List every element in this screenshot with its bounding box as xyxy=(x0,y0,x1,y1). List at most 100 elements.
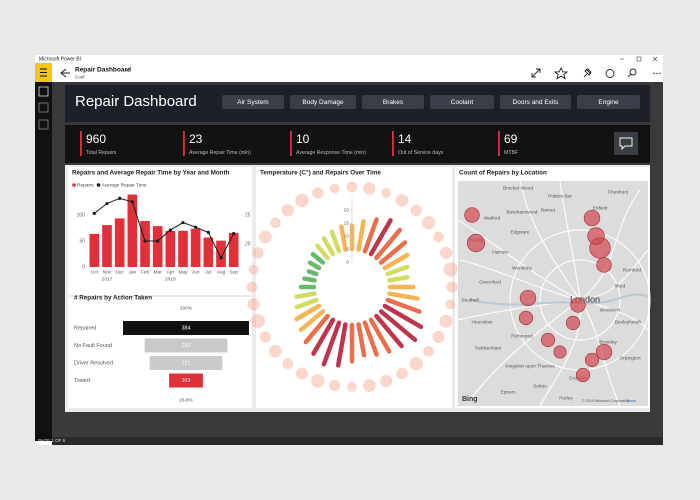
funnel-bar xyxy=(149,356,223,370)
radial-tick-label: 10 xyxy=(344,233,350,239)
kpi-accent xyxy=(392,131,394,156)
filter-button[interactable] xyxy=(500,95,571,109)
repair-bubble xyxy=(281,204,294,217)
map-place-label: Sutton xyxy=(533,383,547,389)
radial-tick-label: 0 xyxy=(346,259,349,265)
map-bubble[interactable] xyxy=(587,227,605,245)
nav-workspaces[interactable] xyxy=(38,119,49,130)
comment-button[interactable] xyxy=(614,132,638,155)
back-button[interactable] xyxy=(60,68,70,78)
nav-reports[interactable] xyxy=(38,102,49,113)
temperature-spike xyxy=(321,236,336,257)
map-bubble[interactable] xyxy=(595,343,613,361)
toolbar-icons xyxy=(531,66,637,80)
repair-bubble xyxy=(446,281,458,293)
bar xyxy=(216,240,226,267)
funnel-category: Driver Resolved xyxy=(74,360,113,366)
map-bubble[interactable] xyxy=(596,257,612,273)
tile-radial[interactable] xyxy=(256,167,452,408)
map-bubble[interactable] xyxy=(519,289,537,307)
radial-tick-label: 5 xyxy=(346,246,349,252)
line-point xyxy=(105,201,109,206)
map-bubble[interactable] xyxy=(466,233,486,253)
map-place-label: Hounslow xyxy=(471,319,493,325)
temperature-spike xyxy=(294,297,319,310)
repair-bubble xyxy=(363,182,376,195)
dashboard-title: Repair Dashboard xyxy=(75,93,197,110)
map-bubble[interactable] xyxy=(584,352,600,368)
line-point xyxy=(232,231,236,236)
map-bubble[interactable] xyxy=(570,297,586,313)
repair-bubble xyxy=(362,379,376,392)
map-bubble[interactable] xyxy=(565,315,581,331)
search-button[interactable] xyxy=(629,68,637,76)
chart-title: Repairs and Average Repair Time by Year … xyxy=(72,170,230,177)
y2-tick-label: 25 xyxy=(245,212,251,218)
temperature-spike xyxy=(374,313,404,349)
map-bubble[interactable] xyxy=(518,310,534,326)
y-tick-label: 100 xyxy=(77,213,86,219)
map-bubble[interactable] xyxy=(583,209,601,227)
toolbar-title[interactable]: Repair Dashboard xyxy=(75,67,131,74)
filter-button-label: Coolant xyxy=(451,99,474,106)
close[interactable] xyxy=(652,56,658,62)
map-place-label: Twickenham xyxy=(475,345,502,351)
map-place-label: Greenford xyxy=(479,279,501,285)
map-bubble[interactable] xyxy=(553,345,567,359)
map-terms[interactable]: Terms xyxy=(626,399,636,403)
bar xyxy=(114,218,125,267)
funnel-value: 384 xyxy=(182,325,191,331)
funnel-category: No Fault Found xyxy=(74,343,112,349)
repair-bubble xyxy=(380,374,393,388)
map-place-label: Potters Bar xyxy=(548,193,572,199)
bar xyxy=(190,228,201,267)
favorite-button[interactable] xyxy=(553,66,569,80)
repair-bubble xyxy=(311,374,325,388)
repair-bubble xyxy=(252,247,264,259)
map-bubble[interactable] xyxy=(575,367,591,383)
temperature-spike xyxy=(311,317,336,356)
nav-dashboards[interactable] xyxy=(38,86,49,97)
map-place-label: Barnet xyxy=(541,207,556,213)
filter-button[interactable] xyxy=(430,95,494,109)
temperature-spike xyxy=(339,224,348,252)
kpi-value: 14 xyxy=(398,132,412,146)
page-indicator: PAGE 1 OF 6 xyxy=(38,438,66,443)
filter-button-label: Air System xyxy=(237,99,268,106)
repair-bubble xyxy=(439,246,453,259)
x-tick-label: Oct xyxy=(91,269,99,275)
pin-button[interactable] xyxy=(583,68,592,78)
map-place-label: London xyxy=(570,294,600,304)
map-bubble[interactable] xyxy=(540,332,556,348)
repair-bubble xyxy=(259,331,272,343)
toolbar-subtitle: Conf xyxy=(75,75,85,80)
kpi-label: Average Repair Time (min) xyxy=(189,150,251,156)
kpi-accent xyxy=(290,131,292,156)
radial-tick-label: 15 xyxy=(344,220,350,226)
kpi-label: Out of Service days xyxy=(398,150,444,156)
repair-bubble xyxy=(423,345,434,357)
maximize[interactable] xyxy=(636,56,642,62)
repair-bubble xyxy=(295,193,309,208)
bar xyxy=(178,230,188,267)
filter-button[interactable] xyxy=(577,95,640,109)
kpi-label: MTBF xyxy=(504,150,518,156)
filter-button[interactable] xyxy=(290,95,356,109)
fullscreen-button[interactable] xyxy=(531,68,541,78)
repair-bubble xyxy=(346,181,358,193)
map-bubble[interactable] xyxy=(464,207,480,223)
refresh-button[interactable] xyxy=(605,69,615,78)
toolbar-dropdown[interactable] xyxy=(124,68,130,72)
more-button[interactable] xyxy=(653,72,661,75)
map-background xyxy=(458,181,648,406)
line-point xyxy=(130,200,134,204)
repair-bubble xyxy=(433,231,444,243)
temperature-spike xyxy=(385,264,410,277)
temperature-spike xyxy=(335,322,348,368)
filter-button[interactable] xyxy=(362,95,424,109)
x-tick-label: May xyxy=(178,269,188,275)
line-point xyxy=(206,230,210,234)
funnel-value: 252 xyxy=(182,343,191,349)
kpi-value: 10 xyxy=(296,132,310,146)
filter-button[interactable] xyxy=(222,95,284,109)
